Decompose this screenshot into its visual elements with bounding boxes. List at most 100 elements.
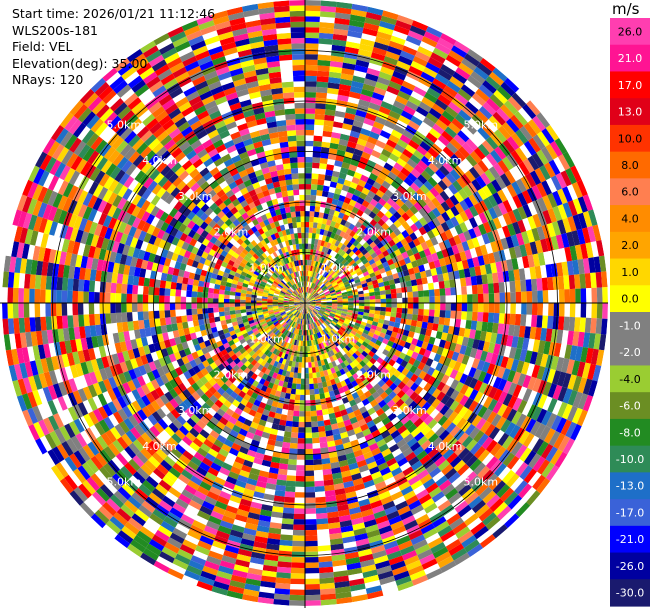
gate-cell (355, 281, 362, 287)
gate-cell (236, 382, 245, 391)
gate-cell (249, 506, 262, 515)
gate-cell (363, 519, 377, 528)
gate-cell (174, 429, 186, 440)
gate-cell (476, 359, 486, 371)
gate-cell (416, 320, 423, 328)
gate-cell (266, 416, 275, 424)
gate-cell (320, 297, 327, 300)
gate-cell (349, 340, 356, 347)
gate-cell (319, 577, 335, 584)
gate-cell (481, 452, 495, 466)
gate-cell (329, 256, 335, 263)
gate-cell (459, 251, 467, 261)
gate-cell (305, 551, 319, 558)
gate-cell (334, 346, 340, 353)
gate-cell (359, 324, 366, 330)
gate-cell (155, 386, 165, 398)
gate-cell (107, 401, 118, 414)
gate-cell (300, 378, 305, 385)
gate-cell (258, 470, 269, 478)
gate-cell (457, 504, 472, 518)
gate-cell (319, 293, 325, 297)
gate-cell (312, 271, 315, 278)
gate-cell (276, 362, 282, 369)
gate-cell (346, 35, 362, 44)
gate-cell (403, 433, 414, 444)
gate-cell (216, 434, 227, 444)
gate-cell (87, 397, 98, 412)
gate-cell (130, 358, 139, 369)
gate-cell (328, 451, 338, 458)
gate-cell (308, 287, 312, 294)
gate-cell (370, 544, 386, 554)
gate-cell (224, 310, 231, 316)
gate-cell (289, 306, 295, 309)
gate-cell (98, 345, 107, 358)
gate-cell (209, 486, 222, 496)
gate-cell (124, 462, 137, 476)
gate-cell (127, 496, 142, 509)
gate-cell (402, 447, 414, 458)
gate-cell (488, 166, 501, 180)
gate-cell (361, 474, 373, 484)
gate-cell (395, 287, 402, 294)
gate-cell (378, 171, 388, 181)
gate-cell (196, 308, 203, 315)
gate-cell (341, 341, 348, 348)
gate-cell (344, 254, 351, 261)
gate-cell (314, 261, 319, 267)
gate-cell (510, 234, 520, 247)
gate-cell (208, 377, 217, 387)
gate-cell (358, 296, 365, 301)
gate-cell (305, 562, 319, 569)
gate-cell (308, 232, 313, 239)
gate-cell (314, 294, 320, 299)
gate-cell (579, 273, 586, 289)
gate-cell (382, 261, 389, 268)
gate-cell (140, 463, 153, 476)
gate-cell (314, 285, 319, 291)
gate-cell (77, 388, 88, 402)
gate-cell (208, 369, 217, 378)
gate-cell (181, 341, 189, 350)
gate-cell (305, 308, 308, 314)
gate-cell (352, 120, 364, 128)
gate-cell (277, 561, 292, 568)
gate-cell (465, 276, 472, 286)
gate-cell (414, 272, 422, 280)
gate-cell (109, 426, 122, 440)
gate-cell (302, 308, 304, 314)
gate-cell (286, 415, 294, 422)
gate-cell (364, 306, 370, 310)
gate-cell (471, 237, 480, 248)
gate-cell (345, 107, 357, 115)
gate-cell (476, 530, 493, 544)
gate-cell (234, 514, 248, 523)
gate-cell (401, 292, 408, 298)
gate-cell (392, 272, 400, 280)
gate-cell (61, 353, 70, 368)
gate-cell (321, 235, 327, 242)
gate-cell (355, 377, 363, 385)
gate-cell (369, 131, 380, 140)
gate-cell (298, 312, 302, 319)
gate-cell (582, 194, 594, 211)
gate-cell (441, 130, 454, 143)
gate-cell (326, 506, 338, 513)
gate-cell (352, 373, 360, 381)
gate-cell (299, 394, 305, 401)
gate-cell (400, 110, 414, 121)
gate-cell (196, 397, 206, 407)
gate-cell (429, 127, 442, 139)
gate-cell (305, 573, 320, 579)
gate-cell (345, 316, 352, 321)
gate-cell (216, 340, 223, 348)
gate-cell (452, 414, 463, 426)
gate-cell (257, 371, 265, 378)
gate-cell (256, 334, 263, 341)
gate-cell (298, 340, 301, 346)
gate-cell (340, 189, 348, 197)
gate-cell (223, 510, 237, 520)
gate-cell (292, 322, 297, 328)
gate-cell (314, 486, 325, 493)
